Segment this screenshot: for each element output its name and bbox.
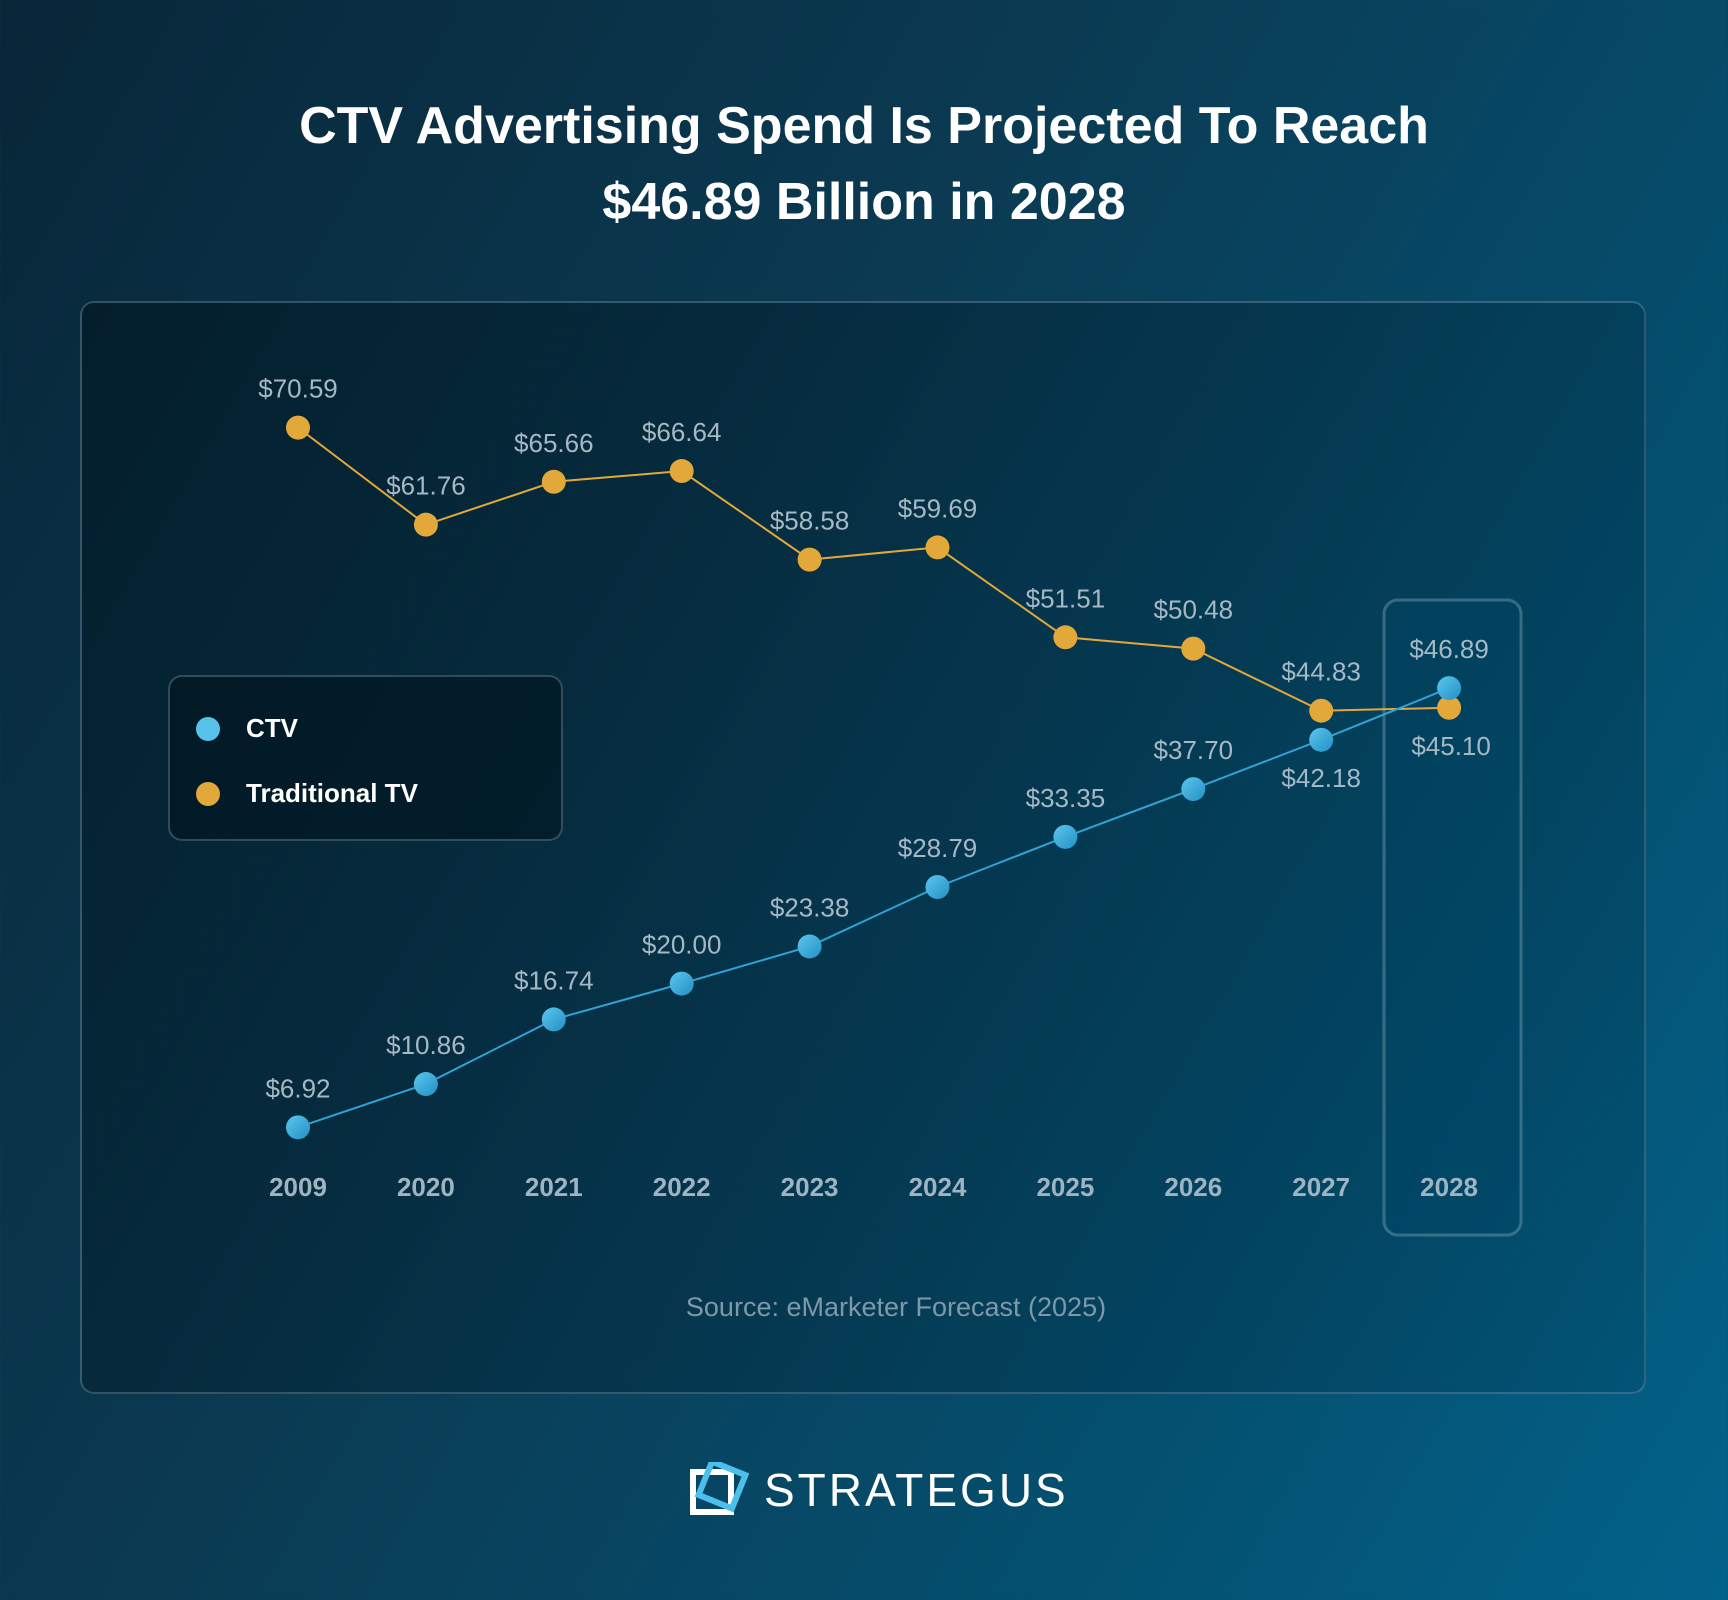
traditional-tv-point-2020 [413, 512, 438, 537]
ctv-point-2020 [413, 1072, 438, 1097]
traditional-tv-point-2022 [669, 459, 694, 484]
ctv-point-2021 [541, 1007, 566, 1032]
x-tick-label-2024: 2024 [909, 1172, 967, 1202]
source-note: Source: eMarketer Forecast (2025) [685, 1292, 1107, 1322]
traditional-tv-data-label-2023: $58.58 [770, 506, 850, 536]
x-tick-label-2022: 2022 [653, 1172, 711, 1202]
traditional-tv-data-label-2027: $44.83 [1281, 657, 1361, 687]
traditional-tv-data-label-2021: $65.66 [514, 428, 594, 458]
legend-dot-ctv [196, 716, 220, 741]
ctv-point-2027 [1309, 727, 1334, 752]
traditional-tv-point-2024 [925, 535, 950, 560]
traditional-tv-data-label-2026: $50.48 [1154, 595, 1234, 625]
x-tick-label-2023: 2023 [781, 1172, 839, 1202]
ctv-data-label-2026: $37.70 [1154, 735, 1234, 765]
highlight-box-2028 [1382, 598, 1523, 1237]
ctv-data-label-2025: $33.35 [1026, 783, 1106, 813]
traditional-tv-data-label-2009: $70.59 [258, 374, 338, 404]
ctv-point-2026 [1181, 777, 1206, 802]
x-tick-label-2020: 2020 [397, 1172, 455, 1202]
ctv-data-label-2024: $28.79 [898, 833, 978, 863]
ctv-point-2024 [925, 874, 950, 899]
ctv-point-2022 [669, 971, 694, 996]
x-tick-label-2028: 2028 [1420, 1172, 1478, 1202]
x-tick-label-2009: 2009 [269, 1172, 327, 1202]
chart-title: CTV Advertising Spend Is Projected To Re… [0, 88, 1728, 240]
title-line-2: $46.89 Billion in 2028 [602, 173, 1126, 231]
ctv-data-label-2028: $46.89 [1409, 634, 1489, 664]
legend-item-traditional-tv: Traditional TV [196, 778, 418, 809]
traditional-tv-line [297, 426, 1450, 712]
ctv-data-label-2020: $10.86 [386, 1030, 466, 1060]
ctv-data-label-2023: $23.38 [770, 892, 850, 922]
traditional-tv-data-label-2020: $61.76 [386, 471, 466, 501]
legend-item-ctv: CTV [196, 713, 298, 744]
ctv-point-2025 [1053, 824, 1078, 849]
ctv-data-label-2009: $6.92 [265, 1073, 330, 1103]
x-tick-label-2026: 2026 [1164, 1172, 1222, 1202]
legend: CTV Traditional TV [168, 675, 563, 841]
traditional-tv-point-2009 [286, 415, 310, 440]
legend-label-ctv: CTV [246, 713, 298, 743]
x-tick-label-2021: 2021 [525, 1172, 583, 1202]
ctv-data-label-2022: $20.00 [642, 930, 722, 960]
ctv-point-2023 [797, 934, 822, 959]
traditional-tv-point-2028 [1437, 695, 1462, 720]
logo-mark-icon [690, 1462, 750, 1515]
ctv-point-2009 [286, 1115, 310, 1140]
traditional-tv-point-2025 [1053, 625, 1078, 650]
traditional-tv-point-2027 [1309, 698, 1334, 723]
logo-text: STRATEGUS [764, 1464, 1069, 1516]
ctv-line [297, 687, 1450, 1129]
strategus-logo: STRATEGUS [690, 1462, 1069, 1518]
traditional-tv-data-label-2028: $45.10 [1411, 731, 1491, 761]
traditional-tv-data-label-2024: $59.69 [898, 493, 978, 523]
traditional-tv-data-label-2022: $66.64 [642, 417, 722, 447]
traditional-tv-data-label-2025: $51.51 [1026, 583, 1106, 613]
legend-dot-traditional-tv [196, 781, 220, 806]
x-tick-label-2027: 2027 [1292, 1172, 1350, 1202]
title-line-1: CTV Advertising Spend Is Projected To Re… [299, 97, 1429, 155]
ctv-data-label-2027: $42.18 [1281, 763, 1361, 793]
traditional-tv-point-2026 [1181, 636, 1206, 661]
chart-panel [80, 301, 1646, 1394]
ctv-point-2028 [1437, 676, 1462, 701]
traditional-tv-point-2021 [541, 469, 566, 494]
traditional-tv-point-2023 [797, 547, 822, 572]
legend-label-traditional-tv: Traditional TV [246, 778, 418, 808]
x-tick-label-2025: 2025 [1036, 1172, 1094, 1202]
ctv-data-label-2021: $16.74 [514, 965, 594, 995]
